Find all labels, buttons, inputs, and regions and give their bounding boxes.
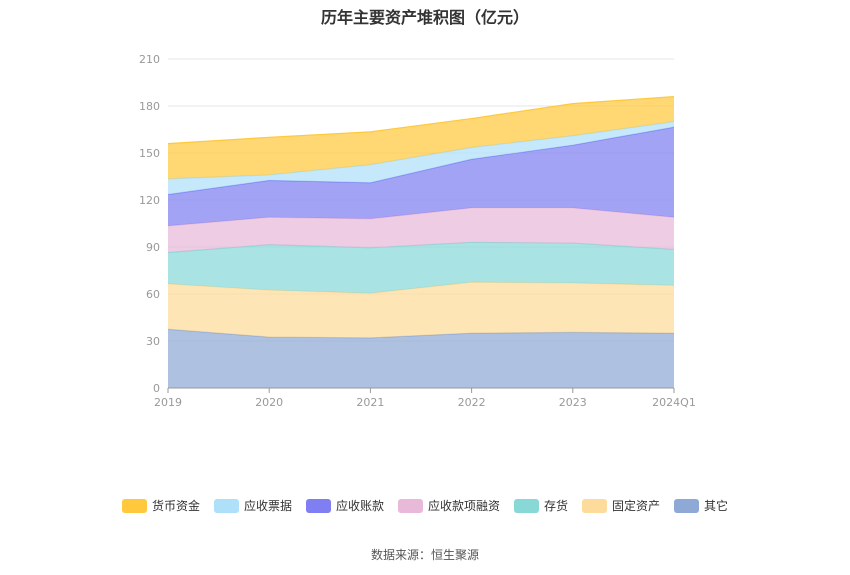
x-tick-label: 2022 bbox=[458, 396, 486, 409]
y-tick-label: 210 bbox=[139, 53, 160, 66]
y-tick-label: 30 bbox=[146, 335, 160, 348]
legend-label: 其它 bbox=[704, 499, 729, 513]
legend-label: 应收款项融资 bbox=[427, 499, 500, 513]
x-tick-label: 2019 bbox=[154, 396, 182, 409]
legend-item[interactable]: 其它 bbox=[674, 497, 728, 514]
area-series-5[interactable] bbox=[168, 121, 674, 195]
legend-label: 应收账款 bbox=[335, 499, 384, 513]
legend-item[interactable]: 货币资金 bbox=[121, 497, 200, 514]
axes: 0 30 60 90 120 150 180 210 2019 2020 2021 2022 2023 2… bbox=[139, 53, 696, 409]
y-tick-label: 0 bbox=[153, 382, 160, 395]
legend-swatch bbox=[305, 498, 331, 513]
legend-swatch bbox=[397, 498, 423, 513]
area-series-4[interactable] bbox=[168, 127, 674, 226]
legend-item[interactable]: 应收票据 bbox=[213, 497, 292, 514]
legend-swatch bbox=[213, 498, 239, 513]
legend-item[interactable]: 存货 bbox=[514, 497, 568, 514]
x-tick-label: 2021 bbox=[356, 396, 384, 409]
x-tick-label: 2024Q1 bbox=[652, 396, 696, 409]
legend-item[interactable]: 固定资产 bbox=[582, 497, 660, 514]
legend-swatch bbox=[582, 498, 608, 513]
legend-label: 应收票据 bbox=[243, 499, 292, 513]
area-series-3[interactable] bbox=[168, 207, 674, 253]
legend-swatch bbox=[514, 498, 539, 513]
x-tick-label: 2020 bbox=[255, 396, 283, 409]
legend-label: 货币资金 bbox=[151, 499, 200, 513]
area-series bbox=[167, 96, 675, 388]
legend-item[interactable]: 应收款项融资 bbox=[397, 497, 500, 514]
y-tick-label: 60 bbox=[146, 288, 160, 301]
series-line-4 bbox=[167, 126, 675, 196]
y-tick-label: 120 bbox=[139, 194, 160, 207]
legend-label: 固定资产 bbox=[612, 499, 661, 513]
series-line-6 bbox=[167, 96, 675, 145]
legend-label: 存货 bbox=[544, 499, 569, 513]
area-series-0[interactable] bbox=[168, 329, 674, 388]
x-tick-label: 2023 bbox=[559, 396, 587, 409]
stacked-area-chart: 0 30 60 90 120 150 180 210 2019 2020 2021 2022 2023 2… bbox=[139, 53, 696, 409]
area-series-2[interactable] bbox=[168, 242, 674, 294]
area-series-6[interactable] bbox=[168, 96, 674, 179]
legend-swatch bbox=[674, 498, 700, 513]
y-tick-label: 90 bbox=[146, 241, 160, 254]
y-tick-label: 150 bbox=[139, 147, 160, 160]
legend: 货币资金 应收票据 应收账款 应收款项融资 存货 固定资产 其它 bbox=[0, 497, 850, 514]
y-tick-label: 180 bbox=[139, 100, 160, 113]
source-note: 数据来源：恒生聚源 bbox=[370, 548, 479, 562]
chart-title: 历年主要资产堆积图（亿元） bbox=[320, 8, 529, 27]
legend-item[interactable]: 应收账款 bbox=[305, 497, 384, 514]
legend-swatch bbox=[121, 498, 147, 513]
area-series-1[interactable] bbox=[168, 282, 674, 338]
